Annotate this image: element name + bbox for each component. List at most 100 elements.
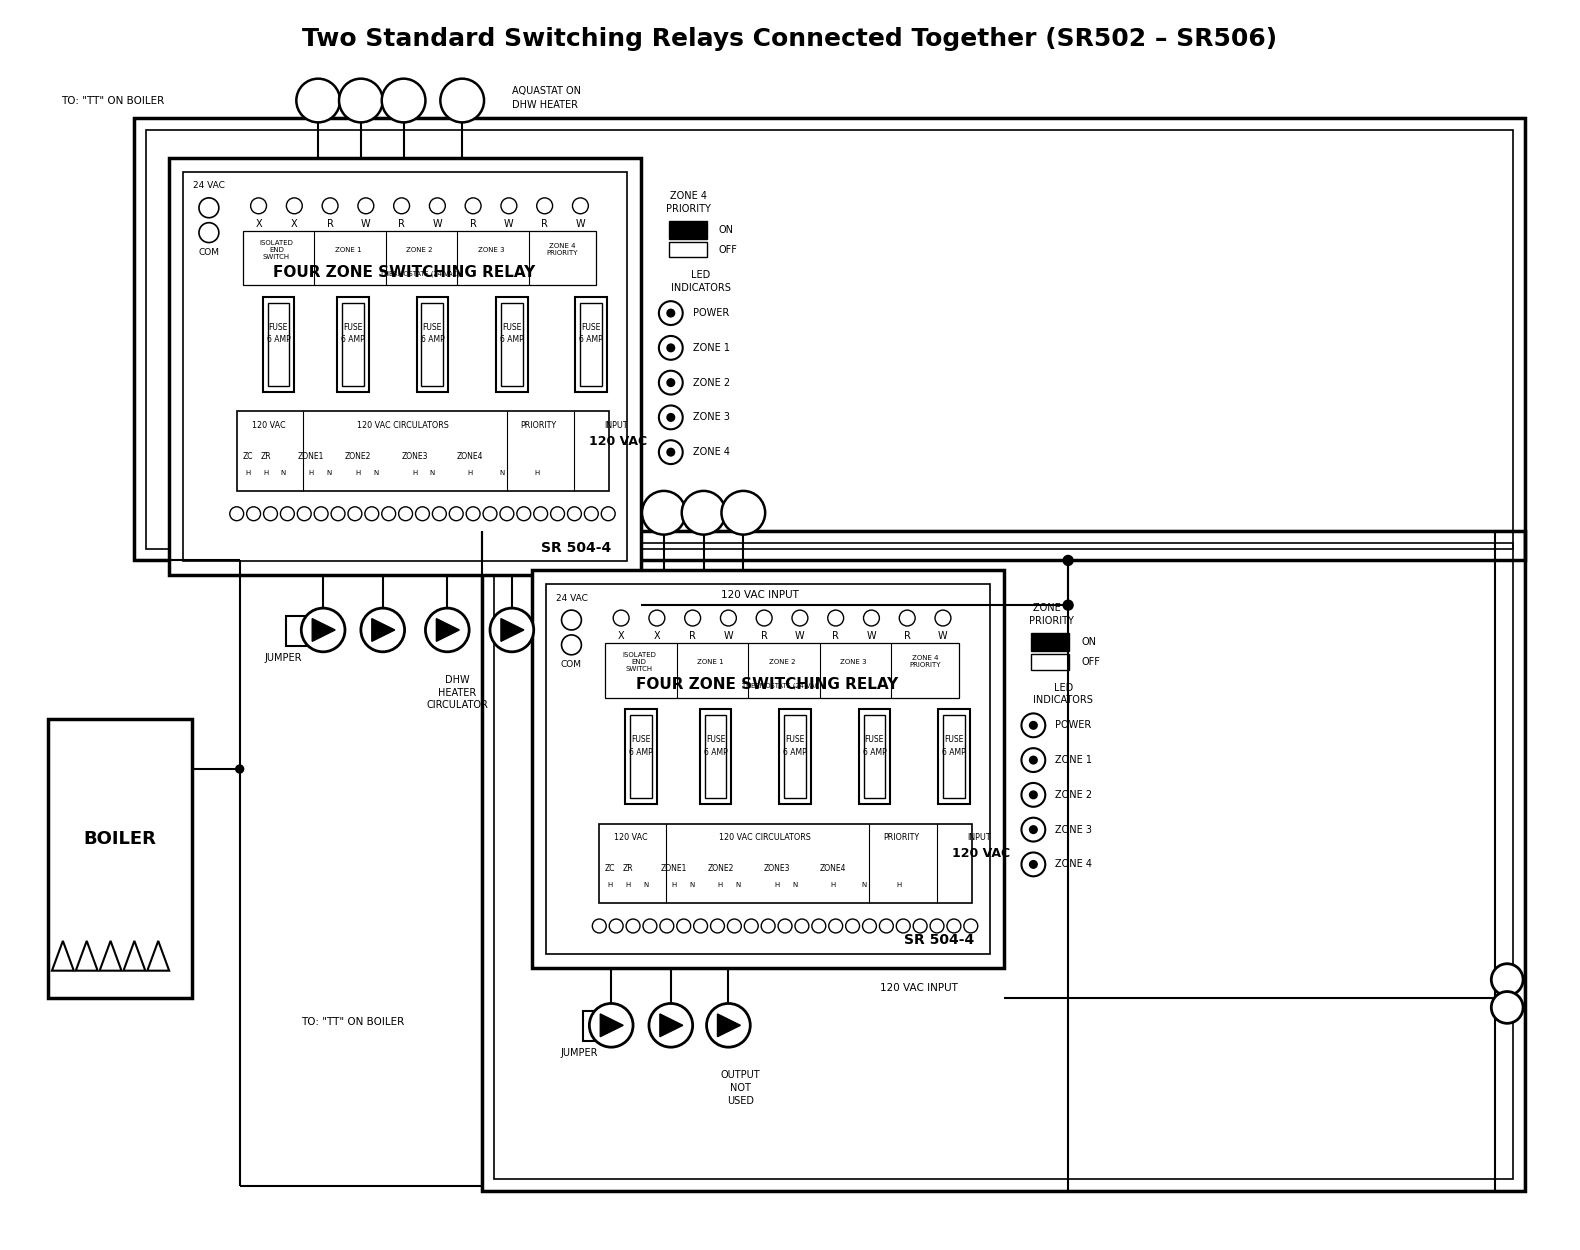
Circle shape	[425, 608, 469, 651]
Circle shape	[1021, 749, 1046, 772]
Circle shape	[561, 610, 581, 630]
Bar	[1032, 654, 1070, 670]
Text: BOILER: BOILER	[84, 830, 156, 848]
Text: ZONE 3: ZONE 3	[692, 412, 730, 422]
Text: PRIORITY: PRIORITY	[521, 421, 556, 430]
Circle shape	[585, 506, 599, 521]
Bar	[630, 715, 653, 798]
Text: ZC: ZC	[242, 451, 253, 461]
Circle shape	[641, 491, 686, 535]
Circle shape	[398, 506, 412, 521]
Circle shape	[744, 919, 758, 932]
Circle shape	[251, 198, 267, 214]
Bar	[422, 304, 444, 385]
Bar	[341, 304, 363, 385]
Text: TO: "TT" ON BOILER: TO: "TT" ON BOILER	[302, 1017, 404, 1028]
Circle shape	[1492, 964, 1523, 995]
Text: HEATER: HEATER	[438, 688, 476, 698]
Text: ZONE 2: ZONE 2	[769, 659, 795, 665]
Circle shape	[1021, 853, 1046, 876]
Text: INPUT: INPUT	[605, 421, 627, 430]
Text: POWER: POWER	[1055, 720, 1092, 730]
Bar	[337, 298, 368, 391]
Text: ZC: ZC	[605, 864, 616, 872]
Text: 6 AMP: 6 AMP	[863, 748, 886, 756]
Text: ZONE 2: ZONE 2	[1055, 790, 1092, 800]
Circle shape	[946, 919, 961, 932]
Text: N: N	[1503, 1001, 1512, 1014]
Text: ZONE 4: ZONE 4	[1033, 602, 1070, 612]
Circle shape	[286, 198, 302, 214]
Circle shape	[899, 610, 915, 626]
Bar	[495, 542, 1514, 1179]
Text: ZONE 3: ZONE 3	[1055, 825, 1092, 835]
Text: 6 AMP: 6 AMP	[784, 748, 807, 756]
Polygon shape	[501, 619, 525, 641]
Text: N: N	[792, 882, 798, 889]
Text: TO: "TT" ON BOILER: TO: "TT" ON BOILER	[62, 95, 164, 105]
Text: T: T	[313, 92, 324, 108]
Text: N: N	[499, 470, 504, 476]
Text: H: H	[356, 470, 360, 476]
Circle shape	[1021, 714, 1046, 737]
Text: SR 504-4: SR 504-4	[542, 540, 611, 555]
Text: ZONE 2: ZONE 2	[692, 378, 730, 388]
Text: W: W	[795, 631, 804, 641]
Text: PRIORITY: PRIORITY	[1029, 616, 1074, 626]
Text: R: R	[327, 219, 333, 229]
Text: H: H	[774, 882, 779, 889]
Circle shape	[246, 506, 261, 521]
Bar	[532, 570, 1003, 968]
Circle shape	[490, 608, 534, 651]
Text: ZR: ZR	[261, 451, 270, 461]
Text: COM: COM	[561, 660, 581, 669]
Circle shape	[684, 610, 700, 626]
Text: ZONE 2: ZONE 2	[406, 246, 433, 252]
Text: W: W	[939, 631, 948, 641]
Circle shape	[466, 506, 480, 521]
Circle shape	[722, 491, 765, 535]
Text: ZONE 4: ZONE 4	[670, 191, 708, 201]
Text: NOT: NOT	[730, 1082, 750, 1092]
Circle shape	[1030, 791, 1036, 799]
Text: H: H	[245, 470, 250, 476]
Circle shape	[483, 506, 498, 521]
Text: 120 VAC: 120 VAC	[251, 421, 286, 430]
Circle shape	[610, 919, 623, 932]
Bar	[605, 642, 959, 698]
Text: JUMPER: JUMPER	[561, 1049, 599, 1059]
Circle shape	[659, 301, 683, 325]
Circle shape	[649, 610, 665, 626]
Text: OFF: OFF	[1081, 656, 1100, 666]
Circle shape	[572, 198, 588, 214]
Polygon shape	[371, 619, 395, 641]
Circle shape	[340, 79, 382, 122]
Text: SR 504-4: SR 504-4	[904, 932, 975, 948]
Text: R: R	[398, 219, 404, 229]
Text: X: X	[654, 631, 660, 641]
Text: 120 VAC INPUT: 120 VAC INPUT	[880, 982, 957, 992]
Circle shape	[757, 610, 773, 626]
Circle shape	[762, 919, 776, 932]
Circle shape	[667, 344, 675, 351]
Circle shape	[880, 919, 893, 932]
Text: H: H	[262, 470, 269, 476]
Text: H: H	[534, 470, 539, 476]
Text: T: T	[659, 505, 668, 520]
Bar	[939, 710, 970, 804]
Text: JUMPER: JUMPER	[264, 652, 302, 662]
Circle shape	[359, 198, 374, 214]
Bar	[864, 715, 885, 798]
Text: ZONE2: ZONE2	[708, 864, 733, 872]
Text: FUSE: FUSE	[706, 735, 725, 744]
Circle shape	[643, 919, 657, 932]
Bar	[580, 304, 602, 385]
Text: 120 VAC: 120 VAC	[951, 848, 1010, 860]
Text: N: N	[281, 470, 286, 476]
Text: ISOLATED
END
SWITCH: ISOLATED END SWITCH	[259, 240, 294, 260]
Text: H: H	[896, 882, 902, 889]
Text: 6 AMP: 6 AMP	[703, 748, 727, 756]
Text: N: N	[373, 470, 378, 476]
Circle shape	[382, 79, 425, 122]
Text: X: X	[256, 219, 262, 229]
